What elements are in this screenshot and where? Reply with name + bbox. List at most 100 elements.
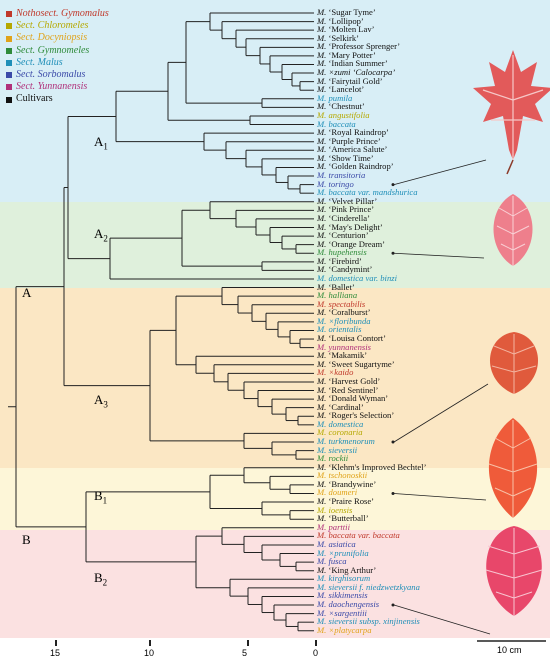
genus-abbrev: M.	[317, 418, 329, 429]
taxon-name: ×zumi ‘Calocarpa’	[328, 67, 396, 78]
genus-abbrev: M.	[317, 427, 329, 438]
taxon-label: M. turkmenorum	[317, 437, 375, 446]
taxon-label: M. ‘Praire Rose’	[317, 497, 374, 506]
genus-abbrev: M.	[317, 49, 329, 60]
scale-tick-10: 10	[144, 648, 155, 658]
taxon-name: ‘Ballet’	[328, 281, 355, 292]
taxon-name: ‘Indian Summer’	[328, 58, 388, 69]
taxon-label: M. domestica	[317, 418, 363, 429]
taxon-name: sieversii	[328, 444, 358, 455]
taxon-name: ‘Louisa Contort’	[328, 333, 386, 344]
taxon-name: ‘Orange Dream’	[328, 238, 386, 249]
connector-line	[393, 604, 491, 635]
taxon-label: M. fusca	[317, 557, 347, 566]
taxon-name: ‘Mary Potter’	[328, 49, 376, 60]
legend-label: Sect. Yunnanensis	[16, 81, 88, 93]
taxon-label: M. spectabilis	[317, 298, 366, 309]
genus-abbrev: M.	[317, 15, 329, 26]
taxon-name: ×prunifolia	[328, 547, 369, 558]
taxon-name: ‘Purple Prince’	[328, 135, 381, 146]
taxon-name: baccata var. baccata	[328, 530, 400, 541]
legend-swatch	[6, 96, 12, 103]
genus-abbrev: M.	[317, 7, 329, 17]
genus-abbrev: M.	[317, 272, 329, 283]
genus-abbrev: M.	[317, 341, 329, 352]
genus-abbrev: M.	[317, 127, 329, 138]
genus-abbrev: M.	[317, 178, 329, 189]
taxon-label: M. ×zumi ‘Calocarpa’	[317, 68, 395, 77]
taxon-label: M. kirghisorum	[317, 574, 370, 583]
legend-row: Sect. Sorbomalus	[6, 69, 109, 81]
taxon-name: toringo	[328, 178, 354, 189]
genus-abbrev: M.	[317, 444, 329, 455]
genus-abbrev: M.	[317, 307, 329, 318]
taxon-label: M. ×floribunda	[317, 315, 371, 326]
genus-abbrev: M.	[317, 118, 329, 129]
taxon-name: ‘Velvet Pillar’	[328, 195, 378, 206]
genus-abbrev: M.	[317, 624, 329, 635]
taxon-label: M. ‘Selkirk’	[317, 33, 359, 43]
genus-abbrev: M.	[317, 599, 329, 610]
taxon-name: halliana	[328, 290, 358, 301]
taxon-label: M. ‘Royal Raindrop’	[317, 128, 389, 137]
maple-leaf-icon	[473, 50, 550, 175]
taxon-label: M. toringo	[317, 178, 354, 189]
taxon-name: daochengensis	[328, 599, 380, 610]
genus-abbrev: M.	[317, 324, 329, 335]
legend-label: Sect. Malus	[16, 56, 63, 68]
taxon-name: ‘Candymint’	[328, 264, 373, 275]
taxon-name: hupehensis	[328, 247, 367, 258]
genus-abbrev: M.	[317, 547, 329, 558]
legend-swatch	[6, 11, 12, 18]
taxon-label: M. ‘Indian Summer’	[317, 59, 388, 68]
genus-abbrev: M.	[317, 290, 329, 301]
genus-abbrev: M.	[317, 573, 329, 584]
taxon-name: rockii	[328, 453, 349, 464]
taxon-name: pumila	[328, 92, 353, 103]
legend-label: Sect. Chloromeles	[16, 20, 89, 32]
clade-label-a3: A3	[94, 392, 108, 410]
genus-abbrev: M.	[317, 607, 329, 618]
genus-abbrev: M.	[317, 92, 329, 103]
taxon-name: ‘Roger's Selection’	[328, 410, 395, 421]
taxon-label: M. rockii	[317, 454, 348, 463]
genus-abbrev: M.	[317, 24, 329, 35]
taxon-label: M. ‘Roger's Selection’	[317, 411, 394, 420]
taxon-name: ‘Pink Prince’	[328, 204, 375, 215]
scale-bar-label: 10 cm	[497, 645, 522, 655]
marker-dot	[391, 251, 395, 255]
legend-label: Sect. Gymnomeles	[16, 44, 90, 56]
genus-abbrev: M.	[317, 401, 329, 412]
taxon-name: ‘Brandywine’	[328, 478, 377, 489]
genus-abbrev: M.	[317, 436, 329, 446]
genus-abbrev: M.	[317, 393, 329, 404]
legend-swatch	[6, 47, 12, 54]
taxon-name: ×floribunda	[328, 315, 371, 326]
genus-abbrev: M.	[317, 616, 329, 627]
genus-abbrev: M.	[317, 135, 329, 146]
taxon-label: M. pumila	[317, 92, 353, 103]
taxon-label: M. daochengensis	[317, 600, 379, 609]
genus-abbrev: M.	[317, 315, 329, 326]
connector-line	[393, 252, 485, 259]
genus-abbrev: M.	[317, 75, 329, 86]
taxon-name: spectabilis	[328, 298, 366, 309]
genus-abbrev: M.	[317, 513, 329, 524]
clade-label-b1: B1	[94, 488, 108, 506]
genus-abbrev: M.	[317, 461, 329, 472]
marker-dot	[391, 603, 395, 607]
taxon-name: coronaria	[328, 427, 363, 438]
taxon-name: ‘Lollipop’	[328, 15, 364, 26]
taxon-label: M. ‘Donald Wyman’	[317, 394, 388, 403]
taxon-name: ‘Klehm's Improved Bechtel’	[328, 461, 427, 472]
taxon-label: M. sikkimensis	[317, 591, 368, 600]
clade-label-b2: B2	[94, 570, 108, 588]
taxon-name: baccata var. mandshurica	[328, 187, 418, 198]
genus-abbrev: M.	[317, 375, 329, 386]
taxon-name: ‘America Salute’	[328, 144, 388, 155]
taxon-name: kirghisorum	[328, 573, 371, 584]
marker-dot	[391, 183, 395, 187]
taxon-name: ‘King Arthur’	[328, 564, 377, 575]
